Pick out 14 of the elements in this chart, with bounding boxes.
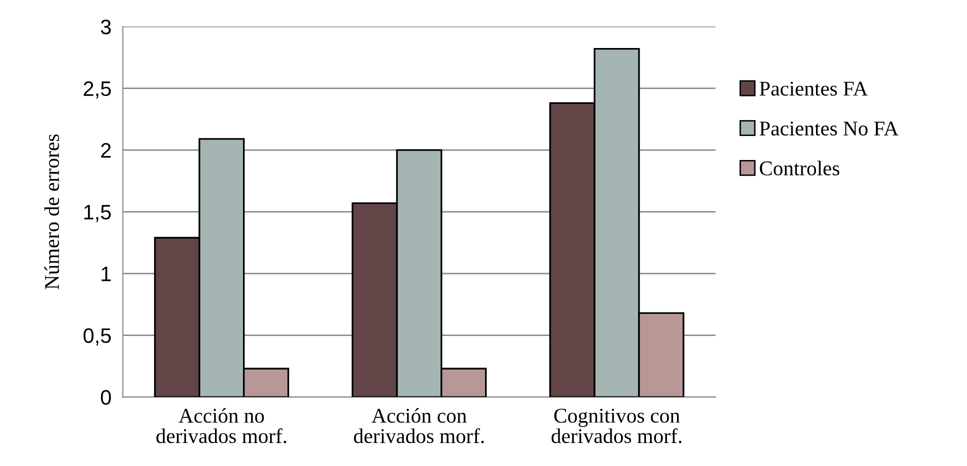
- y-tick-label: 0: [100, 390, 111, 405]
- y-tick-label: 2: [101, 143, 111, 158]
- y-tick-label: 1: [102, 266, 111, 282]
- x-tick-label: Acción con derivados morf.: [354, 408, 484, 444]
- x-tick-label: Cognitivos con derivados morf.: [552, 408, 682, 444]
- legend-label: Pacientes FA: [760, 82, 868, 96]
- y-tick-label: 0,5: [84, 328, 111, 346]
- x-tick-label: Acción no derivados morf.: [156, 408, 286, 444]
- y-tick-label: 3: [100, 20, 111, 34]
- legend-label: Controles: [760, 160, 840, 176]
- legend-label: Pacientes No FA: [760, 122, 899, 136]
- y-tick-label: 2,5: [84, 81, 111, 99]
- y-axis-title: Número de errores: [44, 134, 60, 290]
- y-tick-label: 1,5: [84, 205, 111, 222]
